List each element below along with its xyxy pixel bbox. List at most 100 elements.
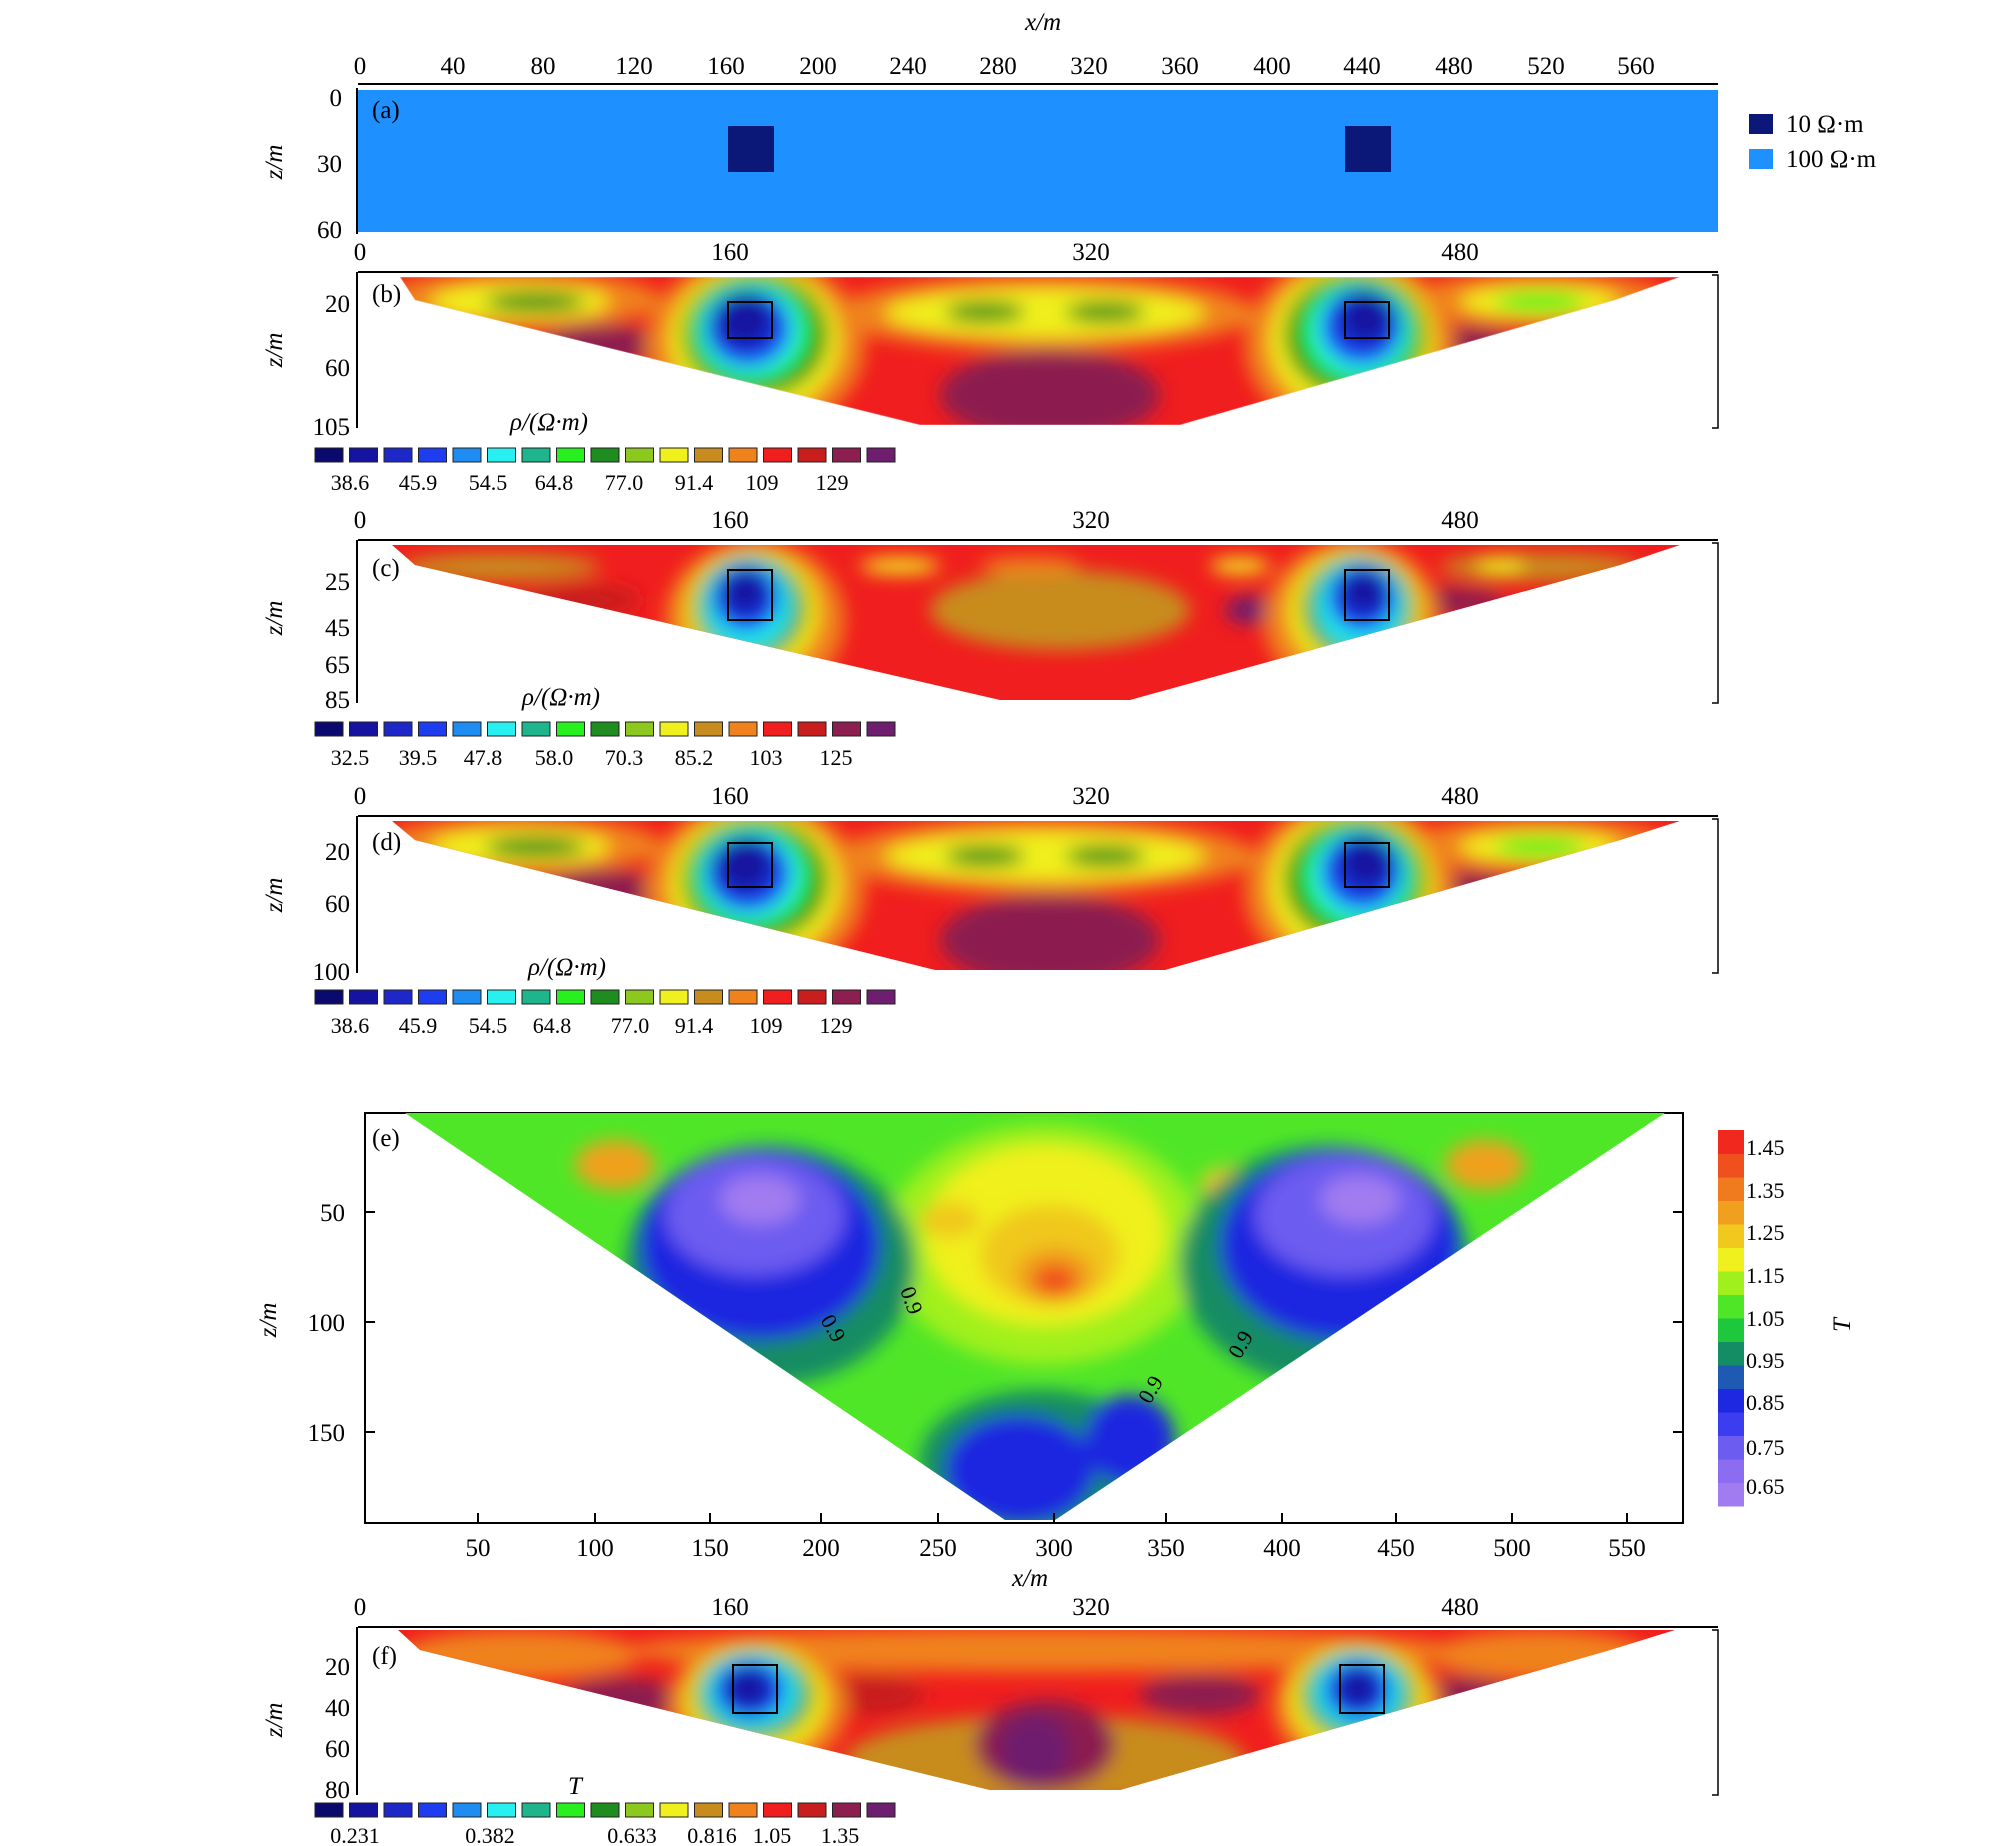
x-tick-label: 350 [1147, 1535, 1185, 1562]
colorbar-swatch [314, 447, 344, 463]
colorbar-swatch [383, 1802, 413, 1818]
panel-b: 0 160 320 480 [261, 239, 1719, 495]
colorbar-swatch [832, 447, 861, 463]
outline-body-right [1344, 569, 1390, 621]
x-tick-label: 480 [1441, 239, 1479, 266]
z-tick-label: 65 [325, 652, 350, 679]
x-tick-label: 160 [711, 507, 749, 534]
colorbar-label: 47.8 [464, 745, 503, 770]
x-tick-label: 40 [441, 53, 466, 80]
x-tick-label: 0 [354, 783, 367, 810]
panel-e-x-ticks [477, 1513, 1628, 1523]
colorbar-swatch [1718, 1153, 1744, 1178]
colorbar-swatch [1718, 1388, 1744, 1413]
colorbar-swatch [556, 721, 585, 737]
colorbar-swatch [832, 1802, 861, 1818]
low-resistivity-body-left [728, 126, 774, 172]
z-axis-title: z/m [261, 601, 288, 637]
x-tick-label: 360 [1161, 53, 1199, 80]
colorbar-swatch [556, 1802, 585, 1818]
colorbar-swatch [832, 721, 861, 737]
z-tick-label: 30 [317, 151, 342, 178]
colorbar-swatch [349, 721, 378, 737]
colorbar-swatch [694, 989, 723, 1005]
colorbar-title: T [568, 1773, 584, 1800]
model-background [358, 90, 1718, 232]
x-tick-label: 160 [711, 239, 749, 266]
panel-a: x/m 0 40 80 120 160 200 240 280 320 360 … [261, 9, 1877, 244]
colorbar-swatch [625, 1802, 654, 1818]
colorbar-label: 54.5 [469, 470, 508, 495]
x-tick-label: 0 [354, 239, 367, 266]
x-tick-label: 0 [354, 53, 367, 80]
panel-d: 0 160 320 480 [261, 783, 1719, 1038]
z-tick-label: 100 [308, 1310, 346, 1337]
colorbar-label: 77.0 [611, 1013, 650, 1038]
colorbar-swatch [521, 1802, 551, 1818]
z-axis-title: z/m [261, 145, 288, 181]
colorbar-swatch [1718, 1365, 1744, 1389]
colorbar-swatch [866, 721, 896, 737]
colorbar-swatch [1718, 1341, 1744, 1366]
colorbar-swatch [659, 1802, 689, 1818]
colorbar-swatch [1718, 1200, 1744, 1225]
colorbar-swatch [349, 989, 378, 1005]
colorbar-swatch [314, 721, 344, 737]
colorbar-label: 32.5 [331, 745, 370, 770]
colorbar-label: 64.8 [533, 1013, 572, 1038]
colorbar-swatch [349, 447, 378, 463]
colorbar-swatch [763, 447, 792, 463]
colorbar-swatch [1718, 1459, 1744, 1483]
colorbar-label: 85.2 [675, 745, 714, 770]
colorbar-swatch [659, 447, 689, 463]
x-tick-label: 320 [1072, 783, 1110, 810]
colorbar-label: 38.6 [331, 1013, 370, 1038]
colorbar-label: 91.4 [675, 470, 714, 495]
colorbar-swatch [452, 989, 482, 1005]
z-tick-label: 105 [313, 414, 351, 441]
x-tick-label: 480 [1441, 507, 1479, 534]
x-tick-label: 400 [1253, 53, 1291, 80]
x-tick-label: 560 [1617, 53, 1655, 80]
x-tick-label: 320 [1072, 1594, 1110, 1621]
colorbar-swatch [1718, 1130, 1744, 1154]
colorbar-swatch [728, 989, 758, 1005]
legend-label-10: 10 Ω·m [1786, 111, 1864, 138]
panel-b-label: (b) [372, 281, 401, 308]
z-tick-label: 100 [313, 959, 351, 986]
colorbar-label: 1.15 [1746, 1263, 1785, 1288]
colorbar-swatch [418, 447, 447, 463]
colorbar-swatch [694, 1802, 723, 1818]
z-tick-label: 40 [325, 1695, 350, 1722]
colorbar-swatch [866, 989, 896, 1005]
colorbar-label: 39.5 [399, 745, 438, 770]
colorbar-swatch [866, 447, 896, 463]
z-axis-title: z/m [261, 333, 288, 369]
colorbar-swatch [590, 989, 620, 1005]
colorbar-swatch [1718, 1412, 1744, 1436]
colorbar-label: 38.6 [331, 470, 370, 495]
x-tick-label: 0 [354, 507, 367, 534]
colorbar-swatch [383, 721, 413, 737]
x-tick-label: 160 [711, 1594, 749, 1621]
colorbar-label: 54.5 [469, 1013, 508, 1038]
colorbar-label: 91.4 [675, 1013, 714, 1038]
colorbar-swatch [452, 721, 482, 737]
legend-label-100: 100 Ω·m [1786, 146, 1877, 173]
colorbar-swatch [763, 1802, 792, 1818]
colorbar-swatch [590, 721, 620, 737]
colorbar-swatch [314, 1802, 344, 1818]
colorbar-swatch [418, 989, 447, 1005]
colorbar-swatch [625, 989, 654, 1005]
colorbar-swatch [866, 1802, 896, 1818]
panel-e-z-ticks [365, 1211, 1683, 1433]
panel-a-x-tick-labels: 0 40 80 120 160 200 240 280 320 360 400 … [354, 53, 1655, 80]
x-tick-label: 450 [1377, 1535, 1415, 1562]
colorbar-c [314, 721, 896, 737]
colorbar-label: 125 [820, 745, 853, 770]
z-tick-label: 150 [308, 1420, 346, 1447]
x-tick-label: 160 [711, 783, 749, 810]
colorbar-swatch [728, 1802, 758, 1818]
colorbar-label: 1.25 [1746, 1220, 1785, 1245]
outline-body-right [1344, 301, 1390, 339]
